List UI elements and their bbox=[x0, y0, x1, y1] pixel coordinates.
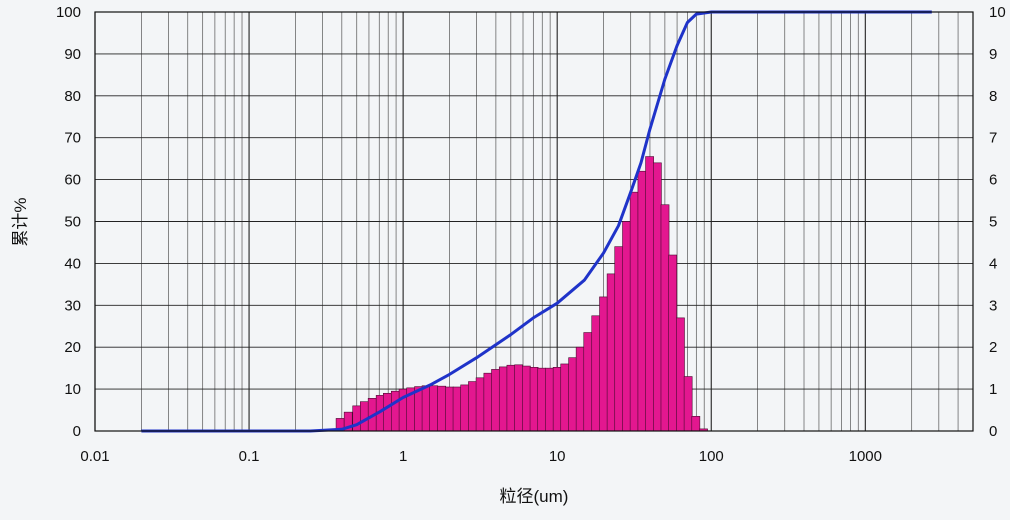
histogram-bars bbox=[335, 156, 708, 432]
cumulative-line-layer bbox=[141, 10, 932, 433]
x-tick-label: 0.01 bbox=[80, 448, 109, 465]
histogram-bar bbox=[622, 221, 631, 432]
histogram-bar bbox=[483, 372, 493, 432]
y-left-tick-label: 50 bbox=[64, 214, 81, 231]
x-tick-label: 1000 bbox=[849, 448, 882, 465]
histogram-bar bbox=[591, 315, 601, 432]
y-right-tick-label: 4 bbox=[989, 255, 997, 272]
x-axis-label: 粒径(um) bbox=[500, 487, 569, 506]
y-right-tick-labels: 0 1 2 3 4 5 6 7 8 9 10 bbox=[989, 4, 1006, 440]
histogram-bar bbox=[437, 385, 447, 432]
y-right-tick-label: 5 bbox=[989, 214, 997, 231]
y-right-tick-label: 10 bbox=[989, 4, 1006, 21]
histogram-bar bbox=[599, 296, 608, 432]
histogram-bar bbox=[629, 191, 639, 432]
histogram-bar bbox=[390, 390, 400, 432]
histogram-bar bbox=[522, 365, 531, 432]
histogram-bar bbox=[383, 392, 392, 432]
histogram-bar bbox=[560, 363, 570, 432]
histogram-bar bbox=[452, 386, 462, 432]
y-left-tick-label: 20 bbox=[64, 339, 81, 356]
y-right-tick-label: 2 bbox=[989, 339, 997, 356]
y-right-tick-label: 0 bbox=[989, 423, 997, 440]
histogram-bar bbox=[660, 204, 670, 432]
histogram-bar bbox=[575, 346, 585, 432]
y-left-tick-label: 60 bbox=[64, 172, 81, 189]
histogram-bar bbox=[568, 357, 577, 432]
x-tick-label: 100 bbox=[699, 448, 724, 465]
histogram-bar bbox=[668, 254, 678, 432]
histogram-bar bbox=[683, 376, 693, 432]
histogram-bar bbox=[491, 369, 500, 432]
y-left-tick-label: 0 bbox=[73, 423, 81, 440]
y-axis-label: 累计% bbox=[11, 197, 30, 246]
y-right-tick-label: 8 bbox=[989, 88, 997, 105]
histogram-bar bbox=[645, 156, 654, 432]
y-left-tick-label: 90 bbox=[64, 46, 81, 63]
y-left-tick-label: 80 bbox=[64, 88, 81, 105]
histogram-bar bbox=[583, 332, 593, 432]
histogram-bar bbox=[545, 367, 554, 432]
histogram-bar bbox=[537, 367, 547, 432]
y-left-tick-label: 40 bbox=[64, 255, 81, 272]
histogram-bar bbox=[529, 367, 539, 432]
y-right-tick-label: 6 bbox=[989, 172, 997, 189]
y-left-tick-label: 10 bbox=[64, 381, 81, 398]
y-left-tick-label: 100 bbox=[56, 4, 81, 21]
histogram-bar bbox=[676, 317, 685, 432]
x-tick-label: 1 bbox=[399, 448, 407, 465]
cumulative-line bbox=[141, 10, 932, 433]
histogram-bar bbox=[421, 385, 431, 432]
grid-layer bbox=[94, 11, 974, 432]
histogram-bar bbox=[498, 366, 508, 432]
histogram-bar bbox=[552, 367, 562, 432]
x-axis-tick-labels: 0.01 0.1 1 10 100 1000 bbox=[80, 448, 882, 465]
histogram-bar bbox=[429, 385, 439, 432]
histogram-bar bbox=[352, 405, 362, 432]
histogram-bar bbox=[614, 246, 624, 432]
y-right-tick-label: 3 bbox=[989, 297, 997, 314]
y-right-tick-label: 1 bbox=[989, 381, 997, 398]
histogram-bar bbox=[653, 162, 662, 432]
histogram-bar bbox=[445, 386, 454, 432]
histogram-bar bbox=[606, 273, 616, 432]
x-tick-label: 10 bbox=[549, 448, 566, 465]
histogram-bar bbox=[359, 401, 369, 432]
histogram-bar bbox=[637, 170, 647, 432]
histogram-bar bbox=[514, 364, 523, 432]
histogram-bar bbox=[691, 416, 701, 432]
histogram-bar bbox=[468, 381, 477, 432]
histogram-bar bbox=[506, 364, 516, 432]
y-left-tick-label: 30 bbox=[64, 297, 81, 314]
y-right-tick-label: 7 bbox=[989, 130, 997, 147]
plot-frame bbox=[94, 11, 974, 432]
y-left-tick-label: 70 bbox=[64, 130, 81, 147]
x-tick-label: 0.1 bbox=[239, 448, 260, 465]
histogram-bar bbox=[475, 377, 485, 432]
y-right-tick-label: 9 bbox=[989, 46, 997, 63]
histogram-bar bbox=[460, 384, 470, 432]
y-left-tick-labels: 0 10 20 30 40 50 60 70 80 90 100 bbox=[56, 4, 81, 440]
